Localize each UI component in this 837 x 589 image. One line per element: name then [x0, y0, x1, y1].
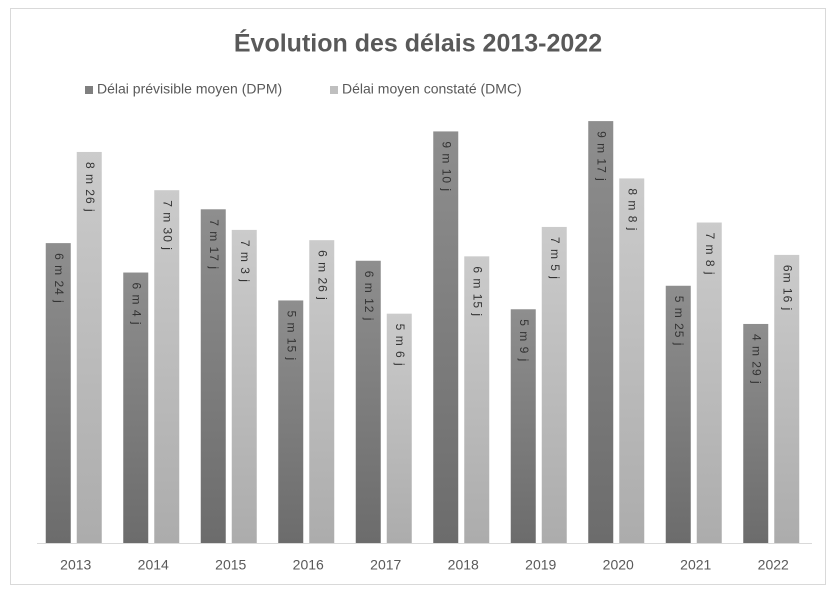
x-tick-label: 2020 — [603, 557, 634, 573]
bar — [464, 256, 490, 543]
bar — [154, 190, 180, 543]
bar — [123, 272, 149, 543]
x-tick-label: 2014 — [138, 557, 169, 573]
legend-swatch — [330, 86, 338, 94]
value-label: 5 m 9 j — [517, 319, 531, 362]
bar — [45, 243, 71, 543]
value-label: 8 m 26 j — [83, 162, 97, 213]
value-label: 6 m 4 j — [130, 283, 144, 326]
legend-label: Délai prévisible moyen (DPM) — [97, 81, 282, 97]
value-label: 7 m 17 j — [207, 219, 221, 270]
bar — [309, 240, 335, 544]
bar — [665, 285, 691, 543]
value-label: 8 m 8 j — [626, 188, 640, 231]
value-label: 4 m 29 j — [750, 334, 764, 385]
bar — [541, 226, 567, 543]
bar — [355, 260, 381, 543]
bar — [433, 131, 459, 543]
value-label: 6 m 15 j — [471, 266, 485, 317]
value-label: 6 m 26 j — [316, 250, 330, 301]
legend-label: Délai moyen constaté (DMC) — [342, 81, 522, 97]
bar — [231, 229, 257, 543]
x-tick-label: 2013 — [60, 557, 91, 573]
value-label: 6 m 24 j — [52, 253, 66, 304]
bar — [588, 121, 614, 543]
chart-title: Évolution des délais 2013-2022 — [234, 29, 602, 58]
x-tick-label: 2021 — [680, 557, 711, 573]
bar — [386, 313, 412, 543]
bar — [774, 254, 800, 543]
value-label: 5 m 15 j — [285, 310, 299, 361]
value-label: 7 m 30 j — [161, 200, 175, 251]
value-label: 9 m 17 j — [595, 131, 609, 182]
value-label: 7 m 3 j — [238, 240, 252, 283]
value-label: 7 m 5 j — [548, 237, 562, 280]
bar — [619, 178, 645, 543]
value-label: 7 m 8 j — [703, 233, 717, 276]
x-tick-label: 2018 — [448, 557, 479, 573]
value-label: 6 m 12 j — [362, 271, 376, 322]
value-label: 6m 16 j — [781, 265, 795, 311]
x-tick-label: 2022 — [758, 557, 789, 573]
bar — [510, 309, 536, 543]
value-label: 5 m 6 j — [393, 324, 407, 367]
x-tick-label: 2017 — [370, 557, 401, 573]
bar — [696, 222, 722, 543]
value-label: 9 m 10 j — [440, 141, 454, 192]
x-tick-label: 2015 — [215, 557, 246, 573]
legend-swatch — [85, 86, 93, 94]
x-tick-label: 2016 — [293, 557, 324, 573]
bar — [76, 151, 102, 543]
x-tick-label: 2019 — [525, 557, 556, 573]
bar — [743, 323, 769, 543]
bar — [200, 209, 226, 544]
bar — [278, 300, 304, 543]
value-label: 5 m 25 j — [672, 296, 686, 347]
